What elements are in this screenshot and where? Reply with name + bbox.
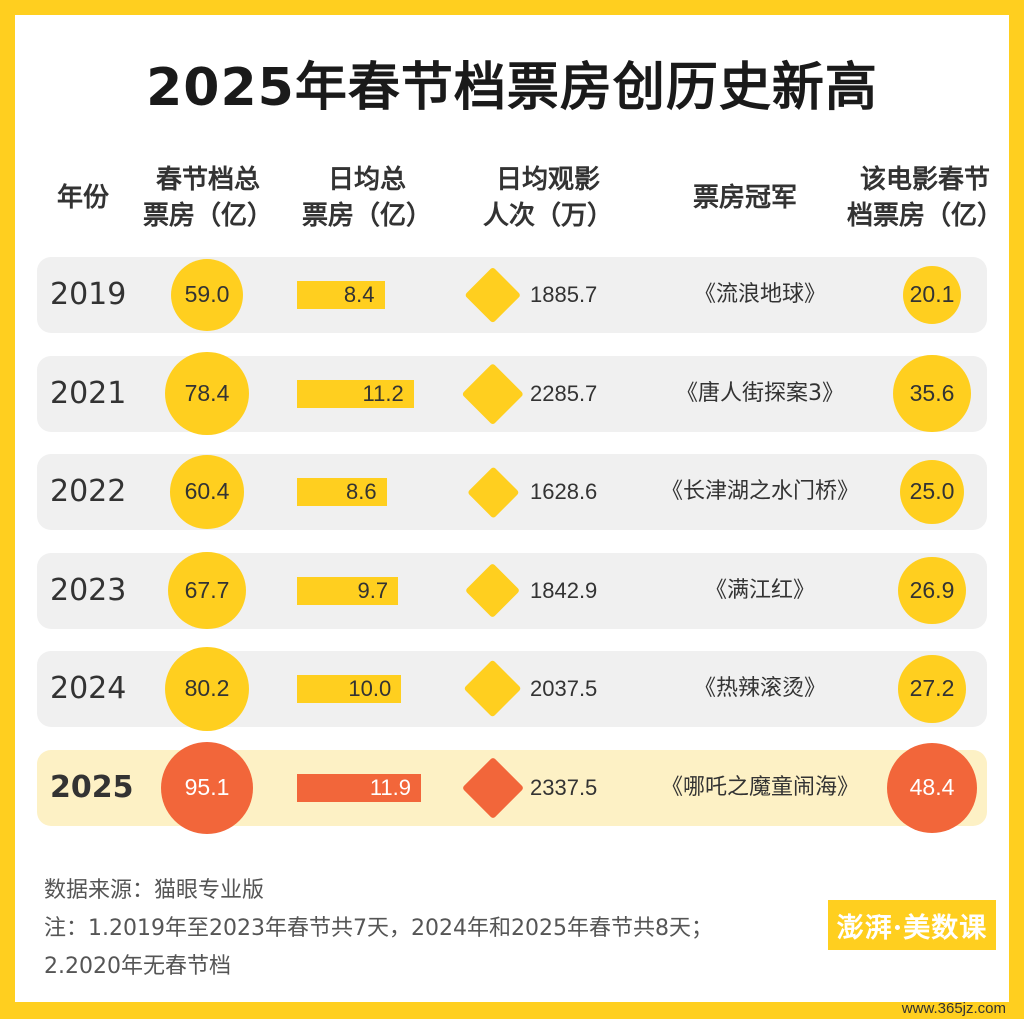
daily-box-office-value: 11.9 bbox=[369, 774, 411, 800]
champion-movie: 《唐人街探案3》 bbox=[676, 380, 844, 406]
header-line: 票房（亿） bbox=[142, 201, 273, 231]
champion-movie: 《热辣滚烫》 bbox=[693, 676, 826, 701]
daily-viewers-value: 1628.6 bbox=[530, 479, 598, 504]
footnote-2: 2.2020年无春节档 bbox=[44, 954, 231, 979]
daily-box-office-value: 10.0 bbox=[348, 676, 392, 701]
header-line: 日均观影 bbox=[495, 165, 600, 195]
header-daily-viewers: 日均观影人次（万） bbox=[478, 162, 618, 234]
daily-viewers-value: 2337.5 bbox=[530, 774, 598, 800]
daily-box-office-bar: 9.7 bbox=[297, 576, 399, 605]
daily-box-office-bar: 11.9 bbox=[297, 773, 421, 802]
header-champion: 票房冠军 bbox=[692, 183, 797, 213]
header-line: 日均总 bbox=[327, 165, 406, 195]
total-box-office-bubble: 78.4 bbox=[165, 351, 249, 436]
header-year: 年份 bbox=[56, 183, 109, 213]
daily-box-office-bar: 11.2 bbox=[297, 379, 414, 408]
chart-title: 2025年春节档票房创历史新高 bbox=[146, 58, 878, 118]
daily-viewers-value: 2285.7 bbox=[530, 380, 598, 406]
champion-gross-bubble: 48.4 bbox=[887, 742, 977, 833]
champion-gross-bubble: 35.6 bbox=[893, 354, 971, 433]
header-line: 春节档总 bbox=[155, 165, 260, 195]
daily-box-office-value: 8.4 bbox=[343, 282, 375, 307]
daily-box-office-bar: 10.0 bbox=[297, 675, 402, 703]
champion-gross-bubble: 25.0 bbox=[899, 459, 965, 525]
header-line: 该电影春节 bbox=[859, 165, 990, 195]
year-label: 2021 bbox=[50, 375, 127, 411]
daily-box-office-value: 8.6 bbox=[346, 479, 377, 504]
daily-box-office-value: 11.2 bbox=[362, 380, 404, 406]
year-label: 2025 bbox=[50, 769, 134, 805]
header-line: 人次（万） bbox=[482, 201, 613, 231]
data-source: 数据来源：猫眼专业版 bbox=[44, 878, 265, 903]
champion-gross-bubble: 27.2 bbox=[898, 655, 966, 723]
total-box-office-bubble: 67.7 bbox=[168, 551, 246, 630]
daily-viewers-value: 1885.7 bbox=[530, 282, 598, 307]
brand-logo: 澎湃·美数课 bbox=[828, 900, 996, 950]
total-box-office-bubble: 60.4 bbox=[170, 455, 244, 529]
footnote-1: 注：1.2019年至2023年春节共7天，2024年和2025年春节共8天； bbox=[44, 916, 713, 941]
champion-movie: 《长津湖之水门桥》 bbox=[660, 479, 859, 504]
champion-movie: 《满江红》 bbox=[704, 577, 815, 603]
header-line: 档票房（亿） bbox=[846, 201, 1003, 231]
year-label: 2022 bbox=[50, 474, 127, 509]
champion-gross-bubble: 20.1 bbox=[903, 266, 961, 324]
daily-box-office-value: 9.7 bbox=[357, 577, 389, 603]
year-label: 2023 bbox=[50, 572, 127, 608]
year-label: 2019 bbox=[50, 277, 127, 312]
total-box-office-bubble: 59.0 bbox=[170, 258, 244, 332]
year-label: 2024 bbox=[50, 671, 127, 706]
champion-gross-bubble: 26.9 bbox=[898, 556, 966, 625]
daily-viewers-value: 1842.9 bbox=[530, 577, 598, 603]
champion-movie: 《流浪地球》 bbox=[693, 282, 826, 307]
total-box-office-bubble: 80.2 bbox=[164, 646, 250, 732]
watermark: www.365jz.com bbox=[901, 1000, 1006, 1017]
daily-viewers-value: 2037.5 bbox=[530, 676, 598, 701]
champion-movie: 《哪吒之魔童闹海》 bbox=[660, 774, 859, 800]
daily-box-office-bar: 8.6 bbox=[297, 478, 387, 506]
header-line: 票房（亿） bbox=[301, 201, 432, 231]
header-total-box-office: 春节档总票房（亿） bbox=[138, 162, 278, 234]
header-champion-gross: 该电影春节档票房（亿） bbox=[840, 162, 1010, 234]
total-box-office-bubble: 95.1 bbox=[161, 741, 253, 834]
daily-box-office-bar: 8.4 bbox=[297, 281, 385, 309]
header-daily-box-office: 日均总票房（亿） bbox=[297, 162, 437, 234]
